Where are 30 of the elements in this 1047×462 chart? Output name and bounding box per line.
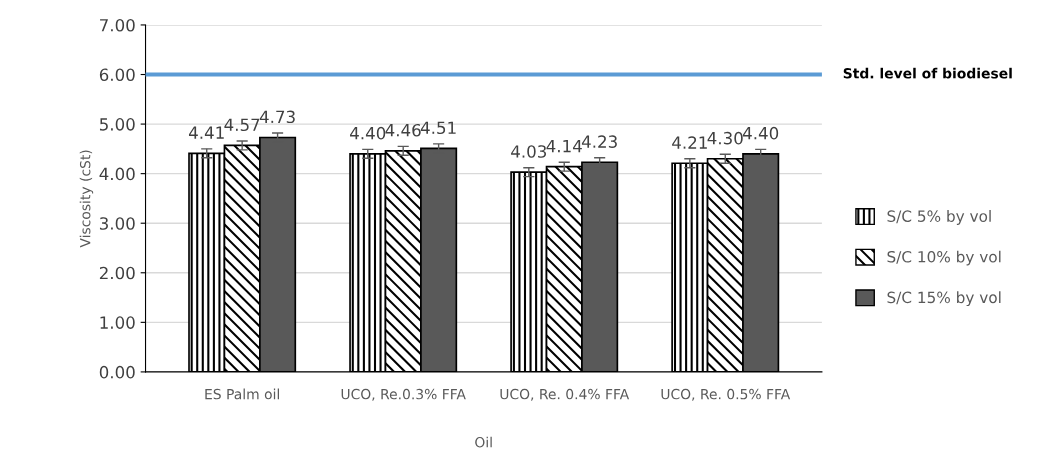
y-axis-title: Viscosity (cSt) (79, 150, 94, 248)
y-tick-label: 6.00 (99, 68, 135, 82)
y-tick-label: 7.00 (100, 18, 135, 32)
data-label: 4.57 (224, 118, 260, 132)
data-label: 4.46 (385, 123, 421, 137)
y-tick-label: 0.00 (99, 365, 135, 379)
data-label: 4.40 (350, 126, 386, 140)
data-label: 4.23 (581, 135, 617, 148)
data-label: 4.73 (259, 110, 295, 124)
y-tick-label: 2.00 (99, 266, 135, 280)
legend-label: S/C 15% by vol (887, 291, 1001, 307)
data-label: 4.40 (742, 126, 779, 140)
ref-line-label: Std. level of biodiesel (843, 67, 1012, 79)
legend-label: S/C 5% by vol (887, 210, 991, 225)
legend-label: S/C 10% by vol (887, 250, 1001, 266)
y-tick-label: 3.00 (99, 217, 135, 230)
y-tick-label: 1.00 (100, 316, 135, 329)
data-label: 4.03 (511, 145, 547, 158)
data-label: 4.41 (188, 126, 224, 139)
x-axis-title: Oil (475, 436, 492, 448)
data-label: 4.30 (707, 131, 743, 145)
data-label: 4.21 (672, 136, 707, 149)
x-tick-label: ES Palm oil (205, 388, 279, 400)
y-tick-label: 5.00 (99, 118, 135, 131)
data-label: 4.51 (420, 121, 456, 135)
x-tick-label: UCO, Re.0.3% FFA (341, 388, 466, 401)
data-label: 4.14 (546, 139, 582, 153)
x-tick-label: UCO, Re. 0.4% FFA (500, 388, 630, 401)
x-tick-label: UCO, Re. 0.5% FFA (661, 388, 791, 401)
y-tick-label: 4.00 (99, 167, 135, 181)
